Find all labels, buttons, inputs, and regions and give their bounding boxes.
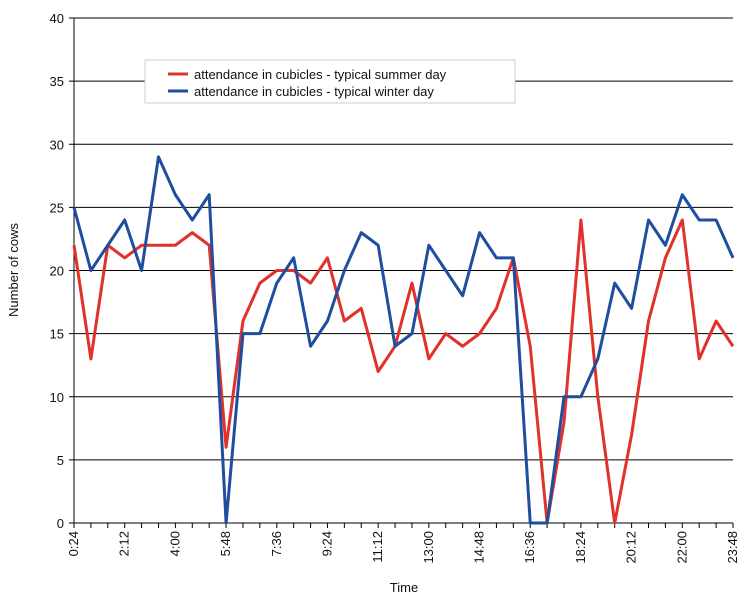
y-tick-label: 0 [57, 516, 64, 531]
x-tick-label: 5:48 [218, 531, 233, 556]
legend-label: attendance in cubicles - typical summer … [194, 67, 447, 82]
x-tick-label: 20:12 [624, 531, 639, 564]
x-tick-label: 7:36 [269, 531, 284, 556]
series-line [72, 218, 735, 525]
x-tick-label: 11:12 [370, 531, 385, 563]
y-tick-label: 20 [50, 264, 64, 279]
x-tick-label: 23:48 [725, 531, 739, 564]
series-line [72, 155, 735, 525]
x-tick-label: 0:24 [66, 531, 81, 556]
y-tick-label: 10 [50, 390, 64, 405]
x-tick-label: 9:24 [319, 531, 334, 556]
legend-label: attendance in cubicles - typical winter … [194, 84, 434, 99]
y-tick-label: 15 [50, 327, 64, 342]
y-tick-label: 40 [50, 11, 64, 26]
x-tick-label: 13:00 [421, 531, 436, 564]
legend-box [144, 59, 516, 104]
y-tick-label: 5 [57, 453, 64, 468]
x-tick-label: 18:24 [573, 531, 588, 564]
x-tick-label: 22:00 [674, 531, 689, 564]
x-axis-label: Time [390, 580, 418, 595]
y-tick-label: 25 [50, 200, 64, 215]
x-tick-label: 4:00 [167, 531, 182, 556]
y-tick-label: 35 [50, 74, 64, 89]
x-tick-label: 2:12 [117, 531, 132, 556]
y-axis-label: Number of cows [6, 223, 21, 317]
x-tick-label: 16:36 [522, 531, 537, 564]
y-tick-label: 30 [50, 137, 64, 152]
x-tick-label: 14:48 [472, 531, 487, 564]
